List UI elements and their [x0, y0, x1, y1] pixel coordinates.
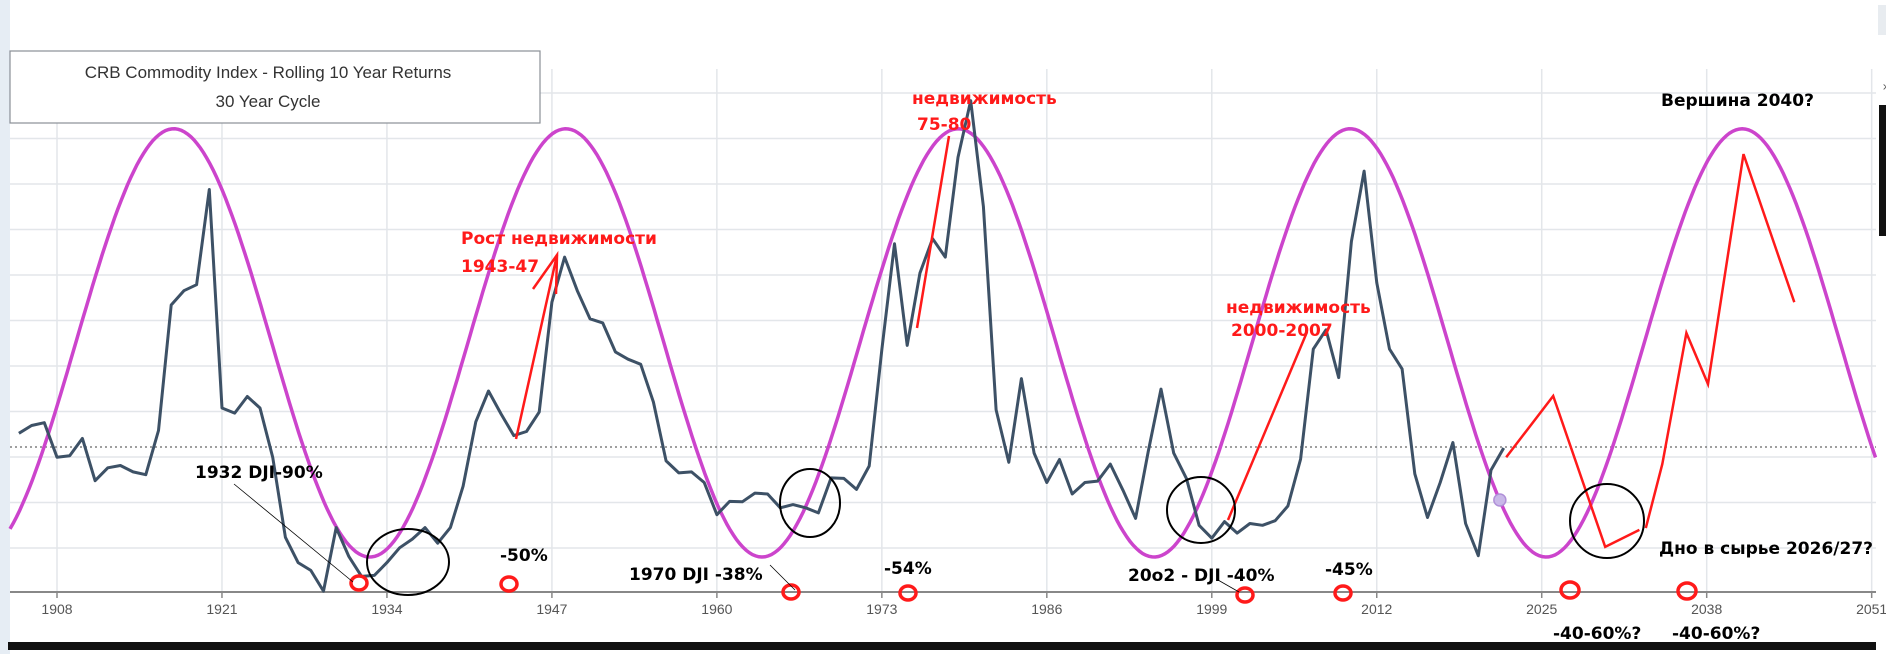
x-tick-label: 2038 — [1691, 601, 1722, 617]
x-tick-label: 1921 — [206, 601, 237, 617]
annotation-dji2002: 20o2 - DJI -40% — [1128, 566, 1274, 586]
annotation-peak2040: Вершина 2040? — [1661, 91, 1814, 111]
arrowhead-1943 — [531, 250, 559, 295]
crash-marker — [499, 575, 519, 593]
cycle-bottom-circles — [366, 468, 1645, 596]
series-points — [19, 101, 1504, 592]
annotation-nedv75: недвижимость — [912, 89, 1057, 109]
arrow-1975 — [915, 135, 951, 329]
chart-subtitle: 30 Year Cycle — [216, 92, 321, 111]
x-tick-label: 2051 — [1856, 601, 1886, 617]
annotation-dji1970: 1970 DJI -38% — [629, 565, 763, 585]
circle-1999 — [1166, 476, 1236, 544]
side-panel-strip — [1878, 5, 1886, 35]
cycle-wave-line — [8, 127, 1878, 559]
arrow-2000 — [1226, 331, 1309, 521]
title-box: CRB Commodity Index - Rolling 10 Year Re… — [9, 50, 541, 124]
crash-marker — [1676, 581, 1698, 601]
annotation-forecast1: -40-60%? — [1553, 624, 1641, 644]
highlight-point[interactable] — [1493, 493, 1507, 507]
x-axis-ticks: 1908 1921 1934 1947 1960 1973 1986 1999 2012 2025… — [41, 592, 1886, 617]
x-tick-label: 1973 — [866, 601, 897, 617]
scrollbar-thumb[interactable] — [1879, 105, 1886, 236]
gridlines — [10, 69, 1876, 592]
annotation-years2000: 2000-2007 — [1231, 321, 1333, 341]
annotation-nedv2000: недвижимость — [1226, 298, 1371, 318]
forecast-segment — [1505, 393, 1640, 549]
crash-marker — [898, 584, 918, 602]
x-tick-label: 1908 — [41, 601, 72, 617]
x-tick-label: 1999 — [1196, 601, 1227, 617]
annotation-minus45: -45% — [1325, 560, 1373, 580]
annotation-bottom2026: Дно в сырье 2026/27? — [1659, 539, 1873, 559]
crash-marker — [349, 574, 369, 592]
annotation-dji1932: 1932 DJI-90% — [195, 463, 323, 483]
crash-marker — [781, 583, 801, 601]
leader-lines — [233, 483, 1240, 593]
crash-marker — [1333, 584, 1353, 602]
crash-markers — [349, 574, 1698, 604]
forecast-lines — [1505, 153, 1796, 549]
annotation-rost: Рост недвижимости — [461, 229, 657, 249]
x-tick-label: 1947 — [536, 601, 567, 617]
circle-1965 — [779, 468, 841, 538]
chart-title: CRB Commodity Index - Rolling 10 Year Re… — [85, 63, 452, 82]
crash-marker — [1559, 580, 1581, 600]
x-tick-label: 2012 — [1361, 601, 1392, 617]
x-tick-label: 1960 — [701, 601, 732, 617]
crash-marker — [1235, 586, 1255, 604]
annotation-rost-years: 1943-47 — [461, 257, 539, 277]
x-tick-label: 1986 — [1031, 601, 1062, 617]
forecast-segment — [1644, 153, 1796, 529]
circle-1934 — [366, 528, 450, 596]
arrow-1943 — [514, 254, 559, 440]
left-edge-strip — [0, 0, 10, 654]
annotation-minus50: -50% — [500, 546, 548, 566]
x-tick-label: 1934 — [371, 601, 402, 617]
annotation-arrows — [514, 135, 1309, 521]
series-line — [18, 99, 1506, 593]
annotation-minus54: -54% — [884, 559, 932, 579]
close-icon[interactable]: × — [1882, 82, 1886, 93]
x-tick-label: 2025 — [1526, 601, 1557, 617]
annotation-forecast2: -40-60%? — [1672, 624, 1760, 644]
annotation-years75: 75-80 — [917, 115, 972, 135]
circle-2030 — [1569, 483, 1645, 559]
bottom-bar — [8, 642, 1876, 650]
